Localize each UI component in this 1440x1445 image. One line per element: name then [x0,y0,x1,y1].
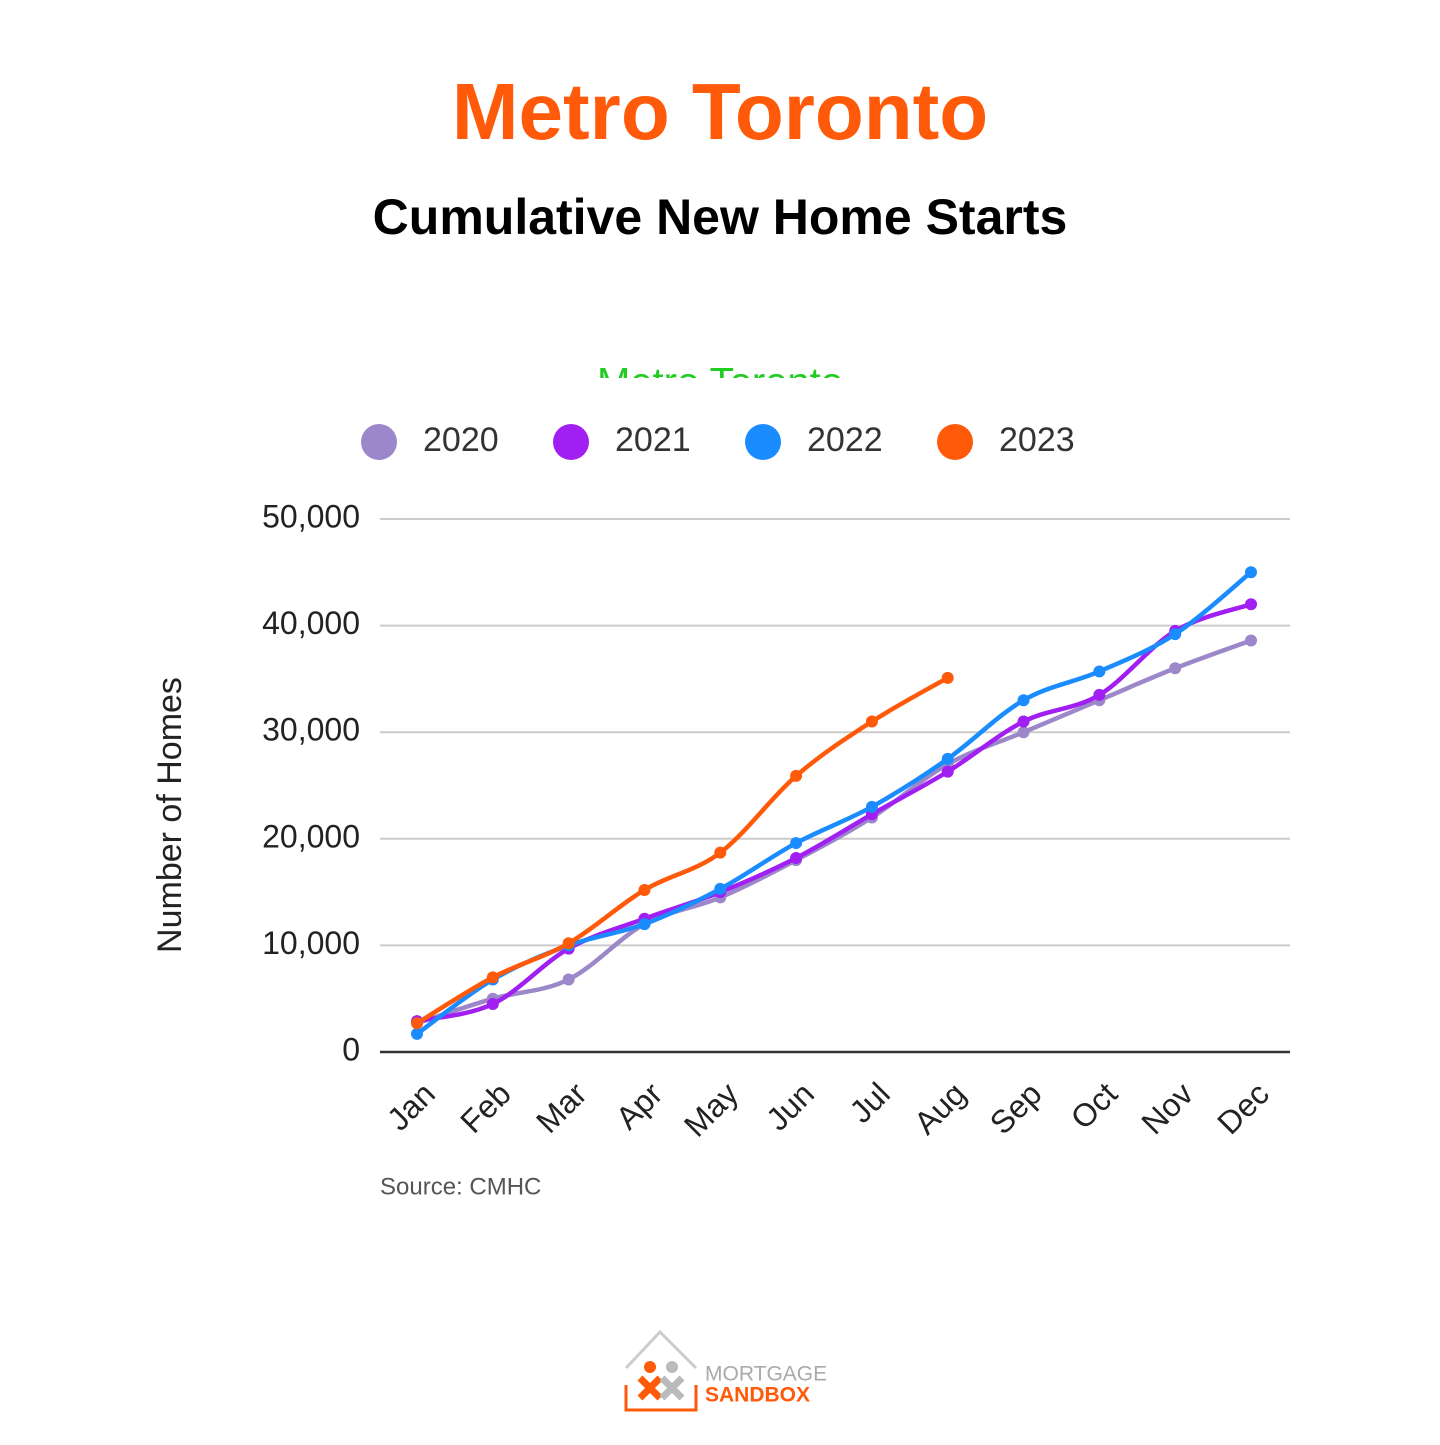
x-tick-label: Dec [1210,1075,1276,1141]
data-point [638,918,651,931]
y-tick-label: 20,000 [262,818,360,854]
chart-title: Metro Toronto [452,67,988,156]
legend-swatch [745,424,781,460]
x-tick-label: Feb [453,1075,517,1139]
logo-text: MORTGAGE [705,1363,827,1386]
y-tick-label: 0 [342,1031,360,1067]
data-point [562,973,575,986]
data-point [1093,665,1106,678]
data-point [790,837,803,850]
data-point [714,882,727,895]
x-tick-label: Aug [907,1075,973,1141]
data-point [638,883,651,896]
logo-dot [666,1361,678,1373]
data-point [1169,662,1182,675]
chart-subtitle: Cumulative New Home Starts [373,189,1068,245]
data-point [411,1017,423,1030]
data-point [562,937,575,950]
legend-swatch [361,424,397,460]
x-tick-label: Jun [759,1075,821,1137]
logo-base [624,1385,698,1412]
series-line [415,675,949,1026]
data-point [1017,694,1030,707]
inner-title: Metro Toronto [597,361,843,405]
legend-swatch [937,424,973,460]
x-tick-label: Apr [609,1075,670,1136]
data-point [1093,688,1106,701]
legend-label: 2021 [615,421,691,459]
data-point [941,671,954,684]
data-point [790,851,803,864]
data-point [1245,566,1257,579]
series-line [415,570,1253,1036]
x-tick-label: May [677,1075,745,1143]
x-tick-label: Jan [380,1075,442,1137]
logo-x [659,1375,685,1401]
data-point [941,765,954,778]
x-tick-label: Jul [842,1075,896,1129]
logo-roof [624,1329,698,1370]
x-tick-label: Nov [1134,1075,1200,1141]
logo-x [637,1375,663,1401]
data-point [1017,726,1030,739]
data-point [865,800,878,813]
x-tick-label: Oct [1064,1075,1125,1136]
data-point [1169,628,1182,641]
x-tick-label: Sep [983,1075,1049,1141]
legend-label: 2020 [423,421,499,459]
data-point [486,998,499,1011]
data-point [790,769,803,782]
data-point [714,846,727,859]
y-tick-label: 10,000 [262,925,360,961]
logo-text: SANDBOX [705,1384,810,1407]
x-tick-label: Mar [529,1075,594,1140]
y-tick-label: 50,000 [262,498,360,534]
series-line [416,602,1252,1024]
y-tick-label: 30,000 [262,712,360,748]
data-point [1017,715,1030,728]
data-point [1245,634,1257,647]
legend-label: 2023 [999,421,1075,459]
y-tick-label: 40,000 [262,605,360,641]
legend-label: 2022 [807,421,883,459]
data-point [865,715,878,728]
data-point [411,1027,423,1040]
y-axis-label: Number of Homes [151,677,189,953]
logo-dot [644,1361,656,1373]
data-point [1245,598,1257,611]
data-point [941,752,954,765]
legend-swatch [553,424,589,460]
logo: MORTGAGE SANDBOX [624,1329,827,1412]
source: Source: CMHC [380,1173,541,1200]
data-point [486,971,499,984]
